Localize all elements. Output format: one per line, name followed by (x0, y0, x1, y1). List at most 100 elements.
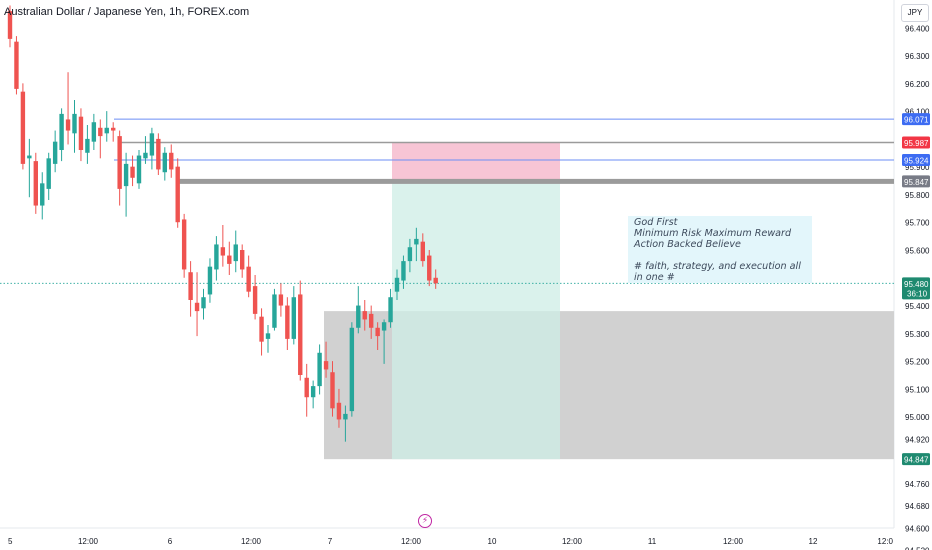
price-tick-label: 96.200 (905, 80, 930, 89)
candle (98, 127, 103, 137)
candle (427, 255, 432, 281)
candle (330, 372, 335, 409)
price-marker-94847-label: 94.847 (904, 456, 929, 465)
candle (420, 241, 425, 262)
candle (123, 163, 129, 187)
candle (117, 136, 122, 189)
candle (310, 386, 316, 398)
candle (388, 297, 393, 323)
price-tick-label: 96.300 (905, 52, 930, 61)
level-band-95847 (176, 178, 894, 184)
candle (252, 286, 258, 314)
note-line: Minimum Risk Maximum Reward (634, 228, 792, 239)
candle (214, 244, 219, 270)
candle (188, 272, 193, 300)
candle (272, 294, 277, 328)
price-marker-96071-label: 96.071 (904, 116, 929, 125)
price-tick-label: 94.760 (905, 480, 930, 489)
stop-loss-zone (392, 142, 560, 182)
price-tick-label: 96.400 (905, 24, 930, 33)
time-tick-label: 7 (328, 537, 333, 546)
candle (194, 302, 200, 312)
candle (265, 333, 271, 339)
note-tagline: # faith, strategy, and execution all in … (634, 261, 801, 283)
time-tick-label: 12 (809, 537, 818, 546)
price-marker-95847-label: 95.847 (904, 178, 929, 187)
candle (207, 266, 213, 295)
time-tick-label: 6 (168, 537, 173, 546)
candle (104, 127, 109, 134)
candle (401, 261, 406, 281)
candle (343, 413, 348, 420)
time-tick-label: 10 (488, 537, 497, 546)
price-tick-label: 94.520 (905, 547, 930, 550)
time-tick-label: 12:00 (723, 537, 744, 546)
currency-button[interactable]: JPY (901, 4, 929, 22)
candle (72, 113, 77, 134)
price-tick-label: 96.100 (905, 108, 930, 117)
candle (143, 152, 148, 159)
candle (227, 255, 232, 264)
candle (291, 297, 296, 339)
note-box[interactable]: God First Minimum Risk Maximum Reward Ac… (628, 216, 812, 283)
note-line: Action Backed Believe (634, 239, 741, 250)
symbol-title: Australian Dollar / Japanese Yen, 1h, FO… (4, 6, 250, 18)
time-tick-label: 5 (8, 537, 13, 546)
candle (175, 166, 180, 223)
candle (78, 116, 84, 150)
candle (162, 152, 167, 173)
lightning-icon[interactable]: ⚡ (418, 514, 432, 528)
candle (259, 316, 264, 342)
price-tick-label: 94.680 (905, 502, 930, 511)
candle (375, 327, 380, 337)
note-line: God First (634, 217, 678, 228)
candle (414, 238, 419, 245)
price-tick-label: 95.900 (905, 163, 930, 172)
candle (356, 305, 361, 328)
candle (156, 138, 161, 170)
candle (59, 113, 64, 150)
candle (362, 311, 367, 320)
candle (349, 327, 355, 412)
take-profit-zone (392, 181, 560, 460)
price-tick-label: 95.600 (905, 247, 930, 256)
price-tick-label: 95.800 (905, 191, 930, 200)
time-tick-label: 11 (648, 537, 657, 546)
candle (233, 244, 238, 262)
candle (317, 352, 322, 387)
candle (169, 152, 174, 170)
price-tick-label: 95.000 (905, 413, 930, 422)
candle (65, 119, 71, 131)
candle (298, 294, 303, 375)
candle (40, 183, 45, 206)
candle (181, 219, 187, 270)
price-marker-95924 (902, 154, 930, 166)
price-tick-label: 95.200 (905, 358, 930, 367)
current-price-label: 95.480 (904, 280, 929, 289)
time-tick-label: 12:00 (562, 537, 583, 546)
candle (381, 322, 387, 331)
current-price-marker (902, 277, 930, 300)
candle (130, 166, 135, 178)
time-tick-label: 12:00 (401, 537, 422, 546)
candle (304, 377, 309, 398)
candle (240, 250, 245, 270)
candle (323, 361, 329, 370)
candle (220, 247, 226, 256)
candle (394, 277, 400, 292)
price-tick-label: 94.920 (905, 435, 930, 444)
candle (27, 155, 32, 159)
candle (7, 11, 13, 39)
candle (285, 305, 290, 339)
price-tick-label: 95.100 (905, 385, 930, 394)
countdown-label: 36:10 (907, 289, 928, 298)
price-tick-label: 95.300 (905, 330, 930, 339)
candle (46, 158, 51, 189)
candle (201, 297, 206, 309)
candle (52, 141, 58, 164)
candle (91, 122, 97, 142)
price-tick-label: 95.700 (905, 219, 930, 228)
time-tick-label: 12:00 (78, 537, 99, 546)
candle (85, 138, 90, 153)
